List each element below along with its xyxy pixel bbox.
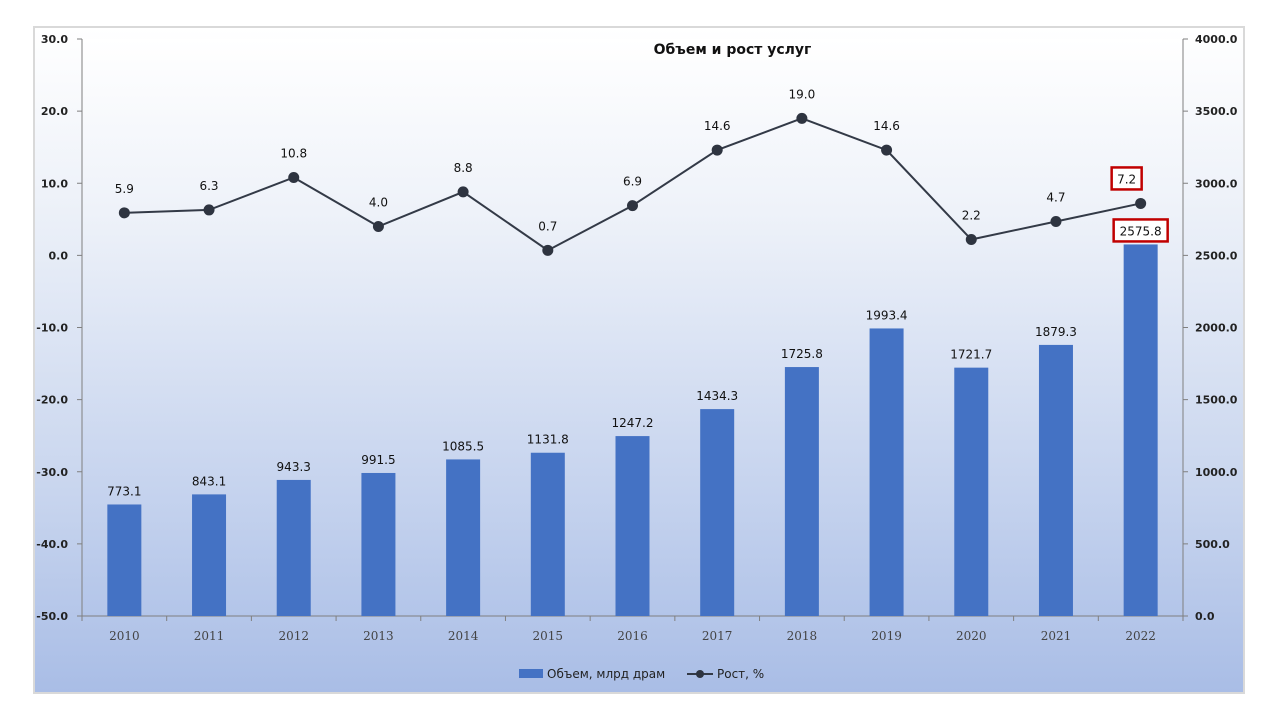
bar xyxy=(784,367,819,616)
x-tick-label: 2011 xyxy=(194,629,225,643)
left-tick-label: -50.0 xyxy=(36,610,68,623)
right-tick-label: 4000.0 xyxy=(1195,33,1238,46)
growth-point xyxy=(542,244,554,256)
right-tick-label: 3000.0 xyxy=(1195,177,1238,190)
growth-point xyxy=(711,144,723,156)
bar xyxy=(1123,244,1158,616)
right-tick-label: 2000.0 xyxy=(1195,322,1238,335)
line-data-label: 0.7 xyxy=(538,219,557,233)
line-data-label: 14.6 xyxy=(873,119,900,133)
x-tick-label: 2019 xyxy=(871,629,902,643)
bar xyxy=(276,479,311,616)
bar xyxy=(869,328,904,616)
left-tick-label: 10.0 xyxy=(41,177,68,190)
bar-data-label: 2575.8 xyxy=(1120,224,1162,238)
bar-data-label: 943.3 xyxy=(277,460,311,474)
bar xyxy=(361,472,396,616)
bar xyxy=(954,367,989,616)
left-tick-label: 30.0 xyxy=(41,33,68,46)
x-tick-label: 2022 xyxy=(1125,629,1156,643)
bar-data-label: 773.1 xyxy=(107,484,141,498)
legend-line-marker xyxy=(696,670,704,678)
legend-bar-swatch xyxy=(519,669,543,678)
growth-point xyxy=(118,207,130,219)
bar xyxy=(446,459,481,616)
x-tick-label: 2014 xyxy=(448,629,479,643)
x-tick-label: 2018 xyxy=(787,629,818,643)
x-tick-label: 2015 xyxy=(533,629,564,643)
left-tick-label: -30.0 xyxy=(36,466,68,479)
bar-data-label: 1721.7 xyxy=(950,348,992,362)
growth-point xyxy=(372,221,384,233)
bar xyxy=(530,452,565,616)
left-tick-label: -40.0 xyxy=(36,538,68,551)
legend-line-label: Рост, % xyxy=(717,667,764,681)
line-data-label: 10.8 xyxy=(280,146,307,160)
growth-point xyxy=(203,204,215,216)
left-tick-label: 0.0 xyxy=(49,249,69,262)
bar xyxy=(1038,344,1073,616)
growth-point xyxy=(627,200,638,212)
highlight-box xyxy=(1110,166,1143,191)
highlight-box xyxy=(1112,218,1169,243)
growth-point xyxy=(1050,215,1062,227)
right-tick-label: 3500.0 xyxy=(1195,105,1238,118)
line-data-label: 4.7 xyxy=(1046,190,1065,204)
line-data-label: 5.9 xyxy=(115,182,134,196)
growth-point xyxy=(1135,197,1147,209)
left-tick-label: 20.0 xyxy=(41,105,68,118)
bar xyxy=(192,494,227,616)
bar-data-label: 991.5 xyxy=(361,453,395,467)
bar xyxy=(615,436,650,616)
line-data-label: 4.0 xyxy=(369,196,388,210)
x-tick-label: 2012 xyxy=(278,629,309,643)
x-tick-label: 2020 xyxy=(956,629,987,643)
growth-point xyxy=(881,144,893,156)
line-data-label: 7.2 xyxy=(1117,172,1136,186)
x-tick-label: 2010 xyxy=(109,629,140,643)
x-tick-label: 2017 xyxy=(702,629,733,643)
growth-point xyxy=(457,186,469,198)
right-tick-label: 500.0 xyxy=(1195,538,1230,551)
line-data-label: 8.8 xyxy=(454,161,473,175)
x-tick-label: 2016 xyxy=(617,629,648,643)
bar xyxy=(700,409,735,616)
right-tick-label: 1000.0 xyxy=(1195,466,1238,479)
bar-data-label: 1247.2 xyxy=(612,416,654,430)
bar-data-label: 1085.5 xyxy=(442,439,484,453)
line-data-label: 2.2 xyxy=(962,209,981,223)
bar-data-label: 1434.3 xyxy=(696,389,738,403)
growth-point xyxy=(288,171,300,183)
legend-bar-label: Объем, млрд драм xyxy=(547,667,665,681)
right-tick-label: 1500.0 xyxy=(1195,394,1238,407)
line-data-label: 14.6 xyxy=(704,119,731,133)
chart-title: Объем и рост услуг xyxy=(654,42,812,58)
growth-point xyxy=(965,234,977,246)
bar-data-label: 1993.4 xyxy=(866,308,908,322)
left-tick-label: -10.0 xyxy=(36,322,68,335)
bar-data-label: 1879.3 xyxy=(1035,325,1077,339)
left-tick-label: -20.0 xyxy=(36,394,68,407)
line-data-label: 6.9 xyxy=(623,175,642,189)
line-data-label: 19.0 xyxy=(789,87,816,101)
bar-data-label: 843.1 xyxy=(192,474,226,488)
growth-point xyxy=(796,112,808,124)
bar xyxy=(107,504,142,616)
x-tick-label: 2021 xyxy=(1041,629,1072,643)
line-data-label: 6.3 xyxy=(199,179,218,193)
right-tick-label: 0.0 xyxy=(1195,610,1215,623)
right-tick-label: 2500.0 xyxy=(1195,249,1238,262)
x-tick-label: 2013 xyxy=(363,629,394,643)
bar-data-label: 1725.8 xyxy=(781,347,823,361)
bar-data-label: 1131.8 xyxy=(527,433,569,447)
